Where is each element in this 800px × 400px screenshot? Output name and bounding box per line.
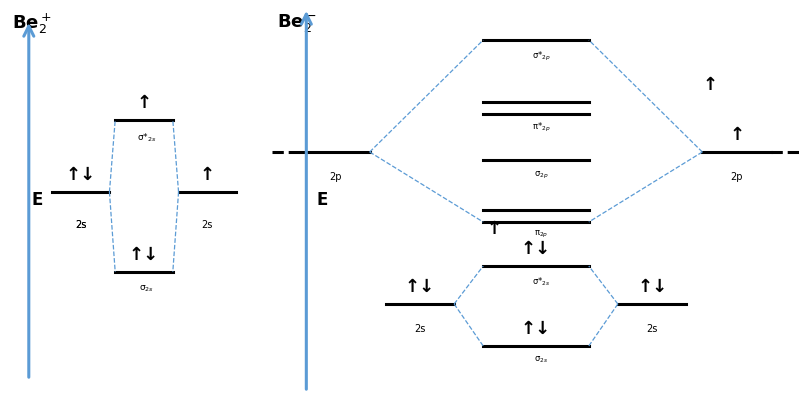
Text: σ$_{2s}$: σ$_{2s}$ xyxy=(534,355,548,365)
Text: Be$_2^+$: Be$_2^+$ xyxy=(11,12,51,36)
Text: σ$_{2s}$: σ$_{2s}$ xyxy=(139,284,154,294)
Text: π*$_{2p}$: π*$_{2p}$ xyxy=(532,121,550,134)
Text: σ*$_{2s}$: σ*$_{2s}$ xyxy=(532,276,550,288)
Text: 2s: 2s xyxy=(75,220,86,230)
Text: E: E xyxy=(317,191,328,209)
Text: ↑: ↑ xyxy=(200,166,215,184)
Text: ↑: ↑ xyxy=(137,94,151,112)
Text: ↑↓: ↑↓ xyxy=(521,320,551,338)
Text: σ*$_{2s}$: σ*$_{2s}$ xyxy=(137,132,157,144)
Text: ↑↓: ↑↓ xyxy=(637,278,667,296)
Text: Be$_2^-$: Be$_2^-$ xyxy=(278,12,317,34)
Text: E: E xyxy=(32,191,43,209)
Text: ↑↓: ↑↓ xyxy=(129,246,159,264)
Text: ↑↓: ↑↓ xyxy=(521,240,551,258)
Text: σ*$_{2p}$: σ*$_{2p}$ xyxy=(532,50,550,63)
Text: 2p: 2p xyxy=(730,172,743,182)
Text: ↑: ↑ xyxy=(729,126,744,144)
Text: ↑: ↑ xyxy=(702,76,718,94)
Text: 2s: 2s xyxy=(75,220,86,230)
Text: ↑↓: ↑↓ xyxy=(66,166,96,184)
Text: ↑↓: ↑↓ xyxy=(405,278,435,296)
Text: ↑: ↑ xyxy=(486,220,502,238)
Text: 2s: 2s xyxy=(646,324,658,334)
Text: 2p: 2p xyxy=(329,172,342,182)
Text: π$_{2p}$: π$_{2p}$ xyxy=(534,229,549,240)
Text: 2s: 2s xyxy=(414,324,426,334)
Text: 2s: 2s xyxy=(202,220,213,230)
Text: σ$_{2p}$: σ$_{2p}$ xyxy=(534,170,549,181)
